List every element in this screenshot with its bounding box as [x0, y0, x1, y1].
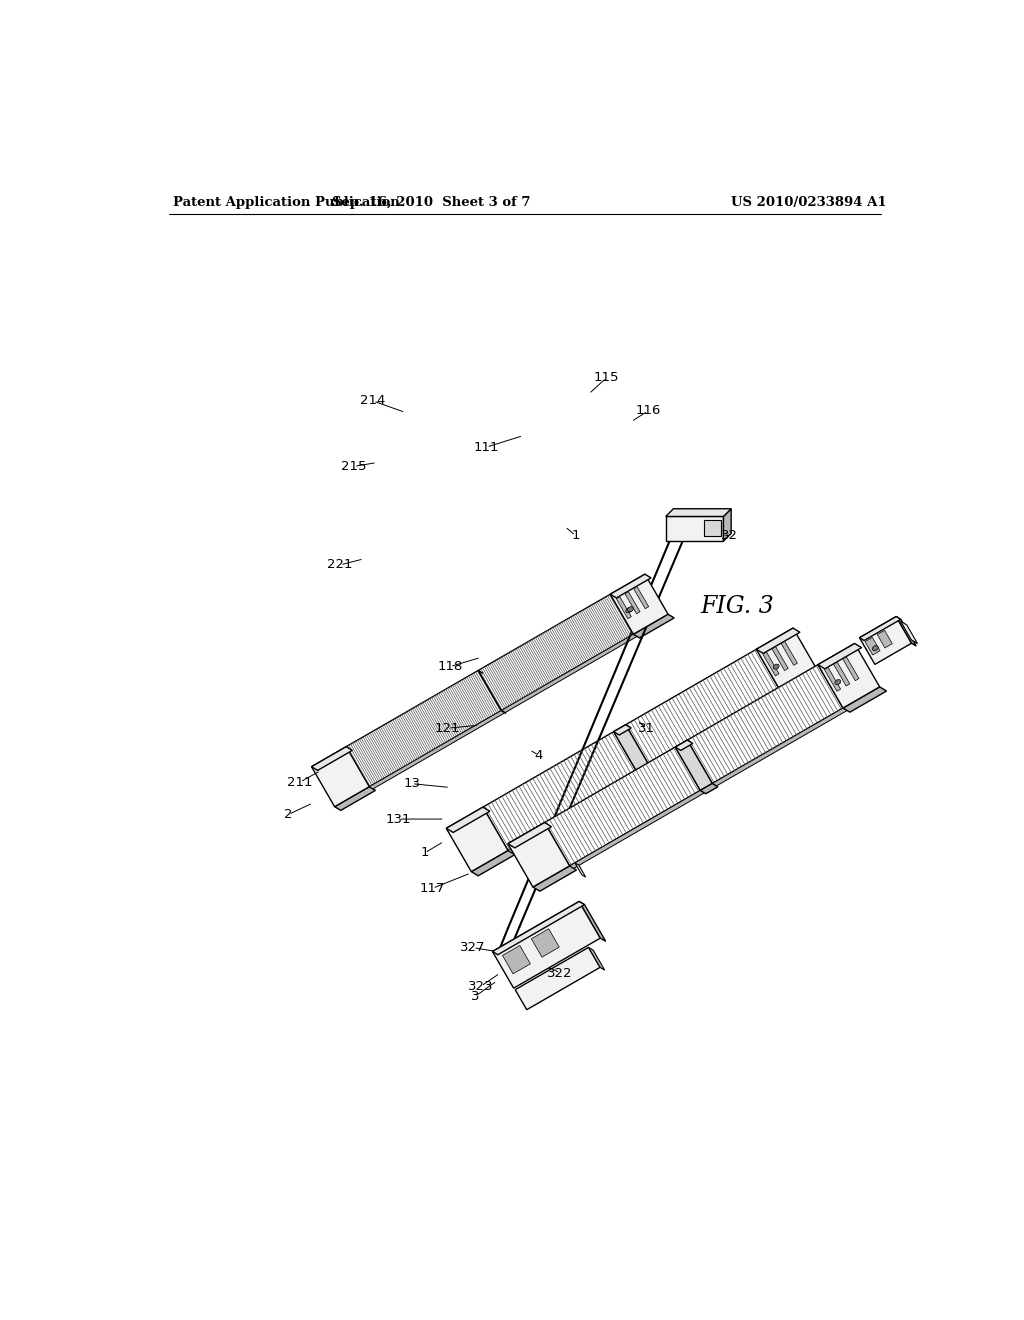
- Text: 322: 322: [548, 966, 573, 979]
- Polygon shape: [900, 622, 918, 644]
- Text: 13: 13: [403, 777, 420, 791]
- Polygon shape: [818, 644, 880, 708]
- Polygon shape: [610, 574, 651, 598]
- Polygon shape: [508, 822, 552, 847]
- Polygon shape: [705, 520, 721, 536]
- Text: 32: 32: [721, 529, 738, 543]
- Text: 131: 131: [386, 813, 412, 825]
- Polygon shape: [613, 725, 650, 775]
- Polygon shape: [772, 647, 788, 671]
- Polygon shape: [446, 807, 489, 833]
- Text: 118: 118: [437, 660, 463, 673]
- Polygon shape: [666, 516, 724, 541]
- Text: 1: 1: [421, 846, 429, 859]
- Polygon shape: [471, 850, 515, 875]
- Polygon shape: [502, 634, 637, 713]
- Polygon shape: [724, 508, 731, 541]
- Polygon shape: [531, 929, 559, 957]
- Polygon shape: [781, 672, 825, 697]
- Polygon shape: [763, 652, 779, 676]
- Polygon shape: [508, 775, 643, 853]
- Polygon shape: [666, 508, 731, 516]
- Polygon shape: [818, 644, 861, 669]
- Polygon shape: [626, 649, 781, 768]
- Polygon shape: [569, 791, 705, 869]
- Text: 116: 116: [635, 404, 660, 417]
- Polygon shape: [634, 586, 648, 609]
- Text: 2: 2: [284, 808, 293, 821]
- Polygon shape: [515, 948, 600, 1010]
- Polygon shape: [616, 597, 632, 619]
- Polygon shape: [675, 741, 693, 750]
- Polygon shape: [610, 574, 668, 634]
- Polygon shape: [478, 671, 483, 673]
- Text: 211: 211: [287, 776, 312, 788]
- Polygon shape: [865, 638, 880, 655]
- Text: 121: 121: [435, 722, 461, 735]
- Polygon shape: [675, 741, 713, 791]
- Polygon shape: [824, 668, 841, 692]
- Polygon shape: [713, 708, 847, 785]
- Polygon shape: [478, 594, 634, 710]
- Polygon shape: [781, 642, 798, 665]
- Ellipse shape: [626, 607, 632, 612]
- Polygon shape: [508, 822, 569, 887]
- Polygon shape: [634, 614, 674, 638]
- Polygon shape: [502, 710, 506, 713]
- Polygon shape: [532, 866, 577, 891]
- Text: FIG. 3: FIG. 3: [700, 595, 774, 618]
- Polygon shape: [613, 725, 631, 735]
- Ellipse shape: [872, 645, 879, 651]
- Polygon shape: [843, 686, 887, 713]
- Polygon shape: [589, 948, 605, 970]
- Polygon shape: [370, 710, 505, 789]
- Polygon shape: [896, 616, 916, 645]
- Text: US 2010/0233894 A1: US 2010/0233894 A1: [731, 195, 887, 209]
- Polygon shape: [311, 747, 370, 807]
- Polygon shape: [580, 902, 606, 941]
- Polygon shape: [700, 784, 718, 793]
- Text: 3: 3: [471, 990, 480, 1003]
- Text: 215: 215: [341, 459, 367, 473]
- Polygon shape: [503, 945, 530, 974]
- Polygon shape: [639, 768, 656, 779]
- Text: 1: 1: [571, 529, 580, 543]
- Text: 214: 214: [360, 395, 386, 408]
- Polygon shape: [493, 902, 600, 989]
- Ellipse shape: [628, 607, 634, 611]
- Text: 31: 31: [638, 722, 655, 735]
- Polygon shape: [650, 693, 785, 771]
- Polygon shape: [687, 665, 843, 784]
- Text: 115: 115: [594, 371, 620, 384]
- Polygon shape: [478, 671, 502, 710]
- Polygon shape: [446, 807, 508, 871]
- Polygon shape: [574, 863, 586, 876]
- Ellipse shape: [773, 664, 779, 669]
- Text: Patent Application Publication: Patent Application Publication: [173, 195, 399, 209]
- Polygon shape: [311, 747, 352, 771]
- Text: 4: 4: [535, 748, 543, 762]
- Polygon shape: [843, 657, 859, 681]
- Polygon shape: [346, 671, 502, 787]
- Text: 111: 111: [473, 441, 499, 454]
- Text: 327: 327: [461, 941, 486, 954]
- Polygon shape: [757, 628, 800, 653]
- Polygon shape: [483, 731, 639, 850]
- Polygon shape: [878, 631, 892, 648]
- Text: 117: 117: [420, 882, 445, 895]
- Text: 323: 323: [468, 979, 494, 993]
- Polygon shape: [834, 663, 850, 686]
- Polygon shape: [625, 591, 640, 614]
- Polygon shape: [545, 747, 700, 866]
- Polygon shape: [859, 616, 901, 640]
- Ellipse shape: [835, 680, 841, 685]
- Polygon shape: [335, 787, 376, 810]
- Polygon shape: [859, 616, 911, 664]
- Text: Sep. 16, 2010  Sheet 3 of 7: Sep. 16, 2010 Sheet 3 of 7: [332, 195, 530, 209]
- Polygon shape: [757, 628, 818, 693]
- Polygon shape: [493, 902, 585, 954]
- Text: 221: 221: [328, 558, 352, 572]
